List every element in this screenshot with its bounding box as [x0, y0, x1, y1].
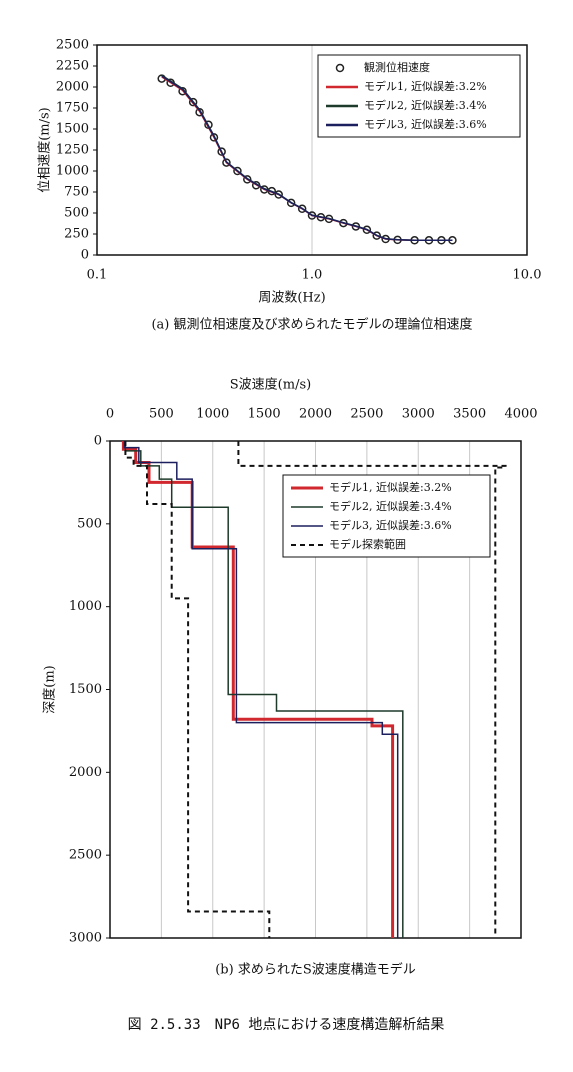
data-point [286, 198, 296, 208]
x-tick-label: 3500 [453, 407, 486, 422]
data-point [178, 86, 187, 96]
y-tick-label: 1750 [56, 101, 89, 116]
legend-box [317, 54, 521, 138]
y-tick-label: 2250 [56, 59, 89, 74]
legend-label: モデル2, 近似誤差:3.4% [329, 499, 452, 513]
y-tick-label: 1000 [56, 164, 89, 179]
y-tick-label: 2000 [56, 80, 89, 95]
y-tick-label: 0 [94, 434, 102, 449]
x-tick-label: 2500 [350, 407, 383, 422]
x-tick-label: 500 [149, 407, 174, 422]
y-tick-label: 2000 [69, 765, 102, 780]
y-axis-label: 位相速度(m/s) [37, 107, 53, 193]
data-point [233, 166, 242, 176]
chart-title: (b) 求められたS波速度構造モデル [215, 962, 416, 978]
x-axis-label: 周波数(Hz) [258, 291, 325, 306]
x-axis-label: S波速度(m/s) [230, 377, 311, 393]
data-point [372, 231, 381, 240]
y-tick-label: 1250 [56, 143, 89, 158]
legend-label: モデル探索範囲 [329, 537, 406, 551]
legend-label: モデル3, 近似誤差:3.6% [329, 518, 452, 532]
data-point [243, 175, 252, 184]
y-tick-label: 500 [77, 516, 102, 531]
figure-caption: 図 2.5.33 NP6 地点における速度構造解析結果 [128, 1017, 445, 1033]
x-tick-label: 1.0 [302, 268, 323, 283]
y-tick-label: 250 [64, 227, 89, 242]
legend-label: モデル1, 近似誤差:3.2% [364, 79, 487, 93]
x-tick-label: 2000 [299, 407, 332, 422]
legend-marker [335, 63, 345, 73]
y-tick-label: 750 [64, 185, 89, 200]
x-tick-label: 3000 [402, 407, 435, 422]
legend-label: モデル1, 近似誤差:3.2% [329, 480, 452, 494]
data-point [188, 97, 198, 107]
x-tick-label: 0 [106, 407, 114, 422]
y-tick-label: 2500 [56, 38, 89, 53]
y-tick-label: 1500 [69, 682, 102, 697]
data-point [362, 225, 372, 235]
x-tick-label: 10.0 [513, 268, 542, 283]
y-tick-label: 500 [64, 206, 89, 221]
legend-label: モデル2, 近似誤差:3.4% [364, 98, 487, 112]
plot-frame [96, 44, 528, 256]
series-line [124, 441, 404, 938]
x-tick-label: 1000 [196, 407, 229, 422]
y-tick-label: 3000 [69, 931, 102, 946]
y-tick-label: 1000 [69, 599, 102, 614]
y-axis-label: 深度(m) [42, 665, 58, 713]
chart-title: (a) 観測位相速度及び求められたモデルの理論位相速度 [151, 317, 472, 333]
data-point [297, 204, 307, 214]
y-tick-label: 0 [81, 248, 89, 263]
y-tick-label: 1500 [56, 122, 89, 137]
series-line [161, 75, 453, 242]
data-point [222, 158, 231, 167]
y-tick-label: 2500 [69, 848, 102, 863]
data-point [209, 133, 219, 142]
data-point [217, 147, 226, 156]
legend-label: モデル3, 近似誤差:3.6% [364, 117, 487, 131]
x-tick-label: 0.1 [87, 268, 108, 283]
x-tick-label: 4000 [504, 407, 537, 422]
series-line [124, 441, 507, 938]
legend-label: 観測位相速度 [364, 60, 430, 74]
plot-frame [109, 440, 522, 939]
x-tick-label: 1500 [248, 407, 281, 422]
series-line [123, 441, 399, 938]
data-point [274, 190, 283, 199]
